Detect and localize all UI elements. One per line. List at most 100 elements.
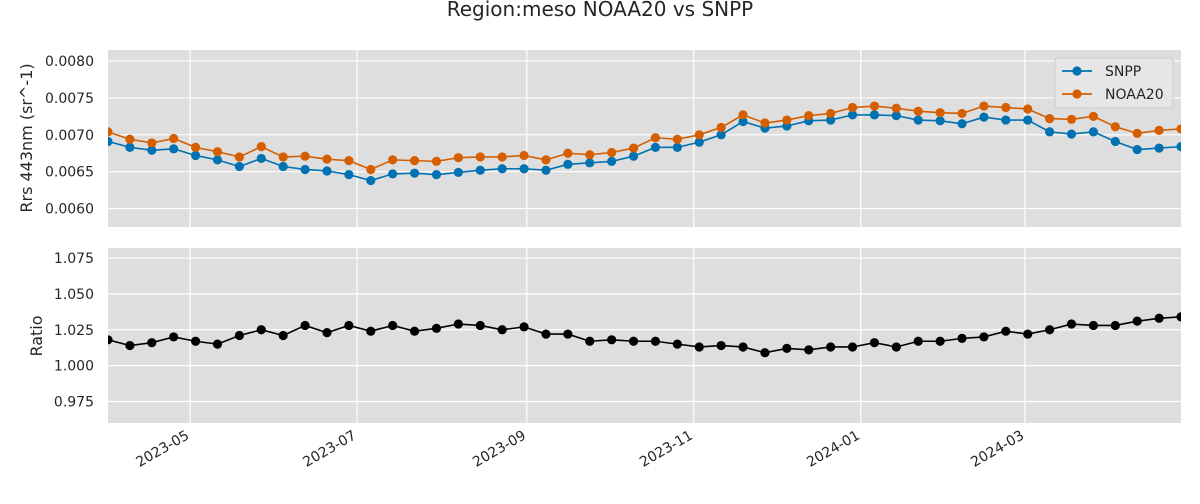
top-point-snpp [256,153,266,164]
top-point-noaa20 [256,142,266,152]
top-point-noaa20 [826,108,836,119]
top-point-snpp [913,115,923,125]
x-tick-label: 2023-05 [133,428,192,471]
bottom-point-ratio [979,332,989,342]
top-point-noaa20 [804,111,814,121]
top-point-snpp [388,169,398,179]
top-point-noaa20 [366,164,376,175]
bottom-point-ratio [1110,320,1120,331]
top-point-snpp [1023,115,1033,125]
bottom-point-ratio [344,320,354,331]
top-point-snpp [694,137,704,147]
top-point-noaa20 [190,142,201,152]
top-point-noaa20 [453,153,463,163]
bottom-point-ratio [322,328,332,338]
top-point-noaa20 [957,108,967,119]
top-point-noaa20 [388,155,398,165]
top-point-snpp [585,158,595,168]
bottom-point-ratio [628,336,639,346]
bottom-series-group [108,312,1181,358]
top-point-snpp [278,161,288,172]
top-point-snpp [453,167,463,178]
top-point-noaa20 [782,115,792,125]
top-point-noaa20 [475,152,485,162]
top-point-snpp [563,159,573,169]
bottom-point-ratio [1045,325,1055,335]
top-point-noaa20 [607,147,617,158]
bottom-point-ratio [519,322,529,332]
bottom-point-ratio [607,335,617,345]
top-point-snpp [628,151,639,161]
top-y-axis-label: Rrs 443nm (sr^-1) [17,63,36,212]
top-point-snpp [212,155,223,165]
bottom-point-ratio [108,335,113,345]
legend-marker [1072,89,1082,99]
bottom-point-ratio [1001,326,1011,336]
top-point-noaa20 [212,147,223,157]
top-point-snpp [979,112,989,122]
top-point-noaa20 [913,106,923,116]
top-point-snpp [475,165,485,175]
bottom-point-ratio [388,320,398,331]
top-point-snpp [672,142,682,152]
top-point-snpp [716,130,726,140]
top-point-snpp [322,166,332,176]
bottom-y-tick-label: 1.025 [54,323,94,339]
bottom-point-ratio [738,342,748,352]
top-y-tick-label: 0.0075 [45,91,94,107]
bottom-point-ratio [650,336,661,346]
top-point-noaa20 [585,150,595,160]
top-point-noaa20 [1088,111,1099,121]
top-point-noaa20 [979,101,989,111]
bottom-y-tick-label: 1.050 [54,287,94,303]
top-y-tick-label: 0.0060 [45,202,94,218]
bottom-point-ratio [891,342,901,352]
x-tick-label: 2023-09 [470,428,529,471]
top-point-noaa20 [650,133,661,143]
top-point-noaa20 [234,152,244,162]
top-point-snpp [650,142,661,152]
top-point-noaa20 [869,101,880,111]
top-point-snpp [1088,127,1099,137]
legend-label: NOAA20 [1105,87,1164,103]
top-point-snpp [891,111,901,121]
top-point-noaa20 [125,134,135,144]
bottom-point-ratio [760,348,770,358]
legend: SNPP NOAA20 [1054,57,1174,109]
bottom-point-ratio [453,319,463,329]
top-y-tick-label: 0.0080 [45,54,94,70]
top-point-snpp [108,136,113,147]
top-point-noaa20 [1110,122,1120,132]
top-point-noaa20 [716,122,726,133]
chart-title: Region:meso NOAA20 vs SNPP [447,0,753,21]
bottom-point-ratio [1088,320,1099,331]
top-point-snpp [1066,129,1077,139]
top-point-noaa20 [563,148,573,158]
top-point-snpp [497,164,507,174]
legend-marker [1072,66,1082,76]
top-point-noaa20 [847,102,858,113]
top-point-noaa20 [672,134,682,144]
bottom-point-ratio [475,320,485,331]
top-point-noaa20 [738,110,748,120]
top-point-noaa20 [694,130,704,140]
bottom-y-tick-label: 0.975 [54,394,94,410]
bottom-point-ratio [563,329,573,339]
bottom-point-ratio [804,345,814,355]
bottom-point-ratio [585,336,595,346]
top-point-snpp [519,164,529,174]
top-point-noaa20 [1023,104,1033,114]
top-point-snpp [1001,115,1011,125]
bottom-point-ratio [409,326,420,336]
top-point-snpp [147,145,157,155]
top-point-noaa20 [1001,102,1011,113]
bottom-point-ratio [190,336,201,346]
bottom-point-ratio [125,340,135,351]
bottom-point-ratio [782,343,792,354]
x-tick-label: 2023-11 [637,428,696,471]
top-point-snpp [1132,144,1142,155]
bottom-point-ratio [847,342,858,352]
x-tick-label: 2023-07 [300,428,359,471]
top-point-noaa20 [760,118,770,128]
